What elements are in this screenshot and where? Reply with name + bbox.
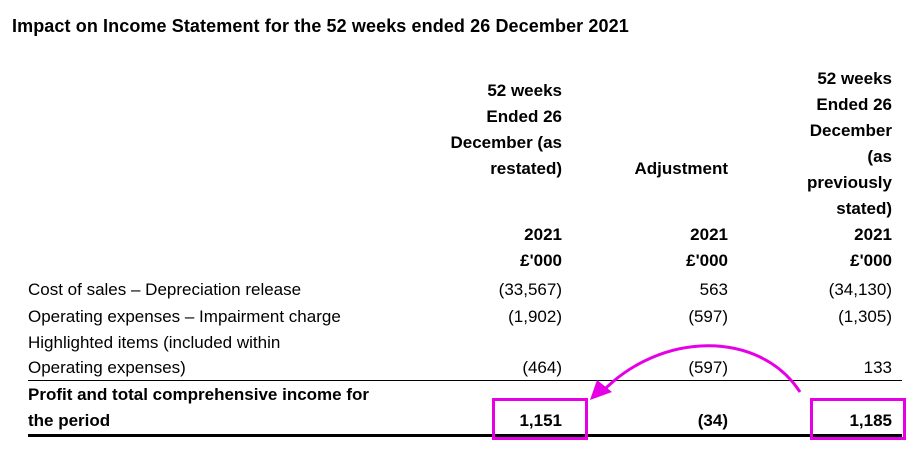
cell-value: (1,305)	[838, 307, 892, 326]
divider-bottom-total	[28, 434, 902, 437]
header-line: (as	[867, 147, 892, 166]
page-title: Impact on Income Statement for the 52 we…	[12, 16, 629, 36]
row-label-highlighted-items: Highlighted items (included within	[28, 333, 281, 352]
header-line: Ended 26	[816, 95, 892, 114]
header-line: December (as	[450, 133, 562, 152]
header-line: 52 weeks	[487, 81, 562, 100]
cell-value: 133	[863, 358, 892, 377]
column-unit-previously-stated: £'000	[850, 251, 892, 270]
highlight-box-restated	[492, 398, 588, 440]
highlight-box-previously-stated	[810, 398, 906, 440]
header-line: previously	[806, 173, 892, 192]
column-year-restated: 2021	[524, 225, 562, 244]
cell-value: (464)	[522, 358, 562, 377]
header-line: stated)	[836, 199, 892, 218]
row-label-highlighted-items-cont: Operating expenses)	[28, 358, 186, 377]
cell-value: (597)	[688, 307, 728, 326]
column-unit-adjustment: £'000	[686, 251, 728, 270]
cell-value: (1,902)	[508, 307, 562, 326]
divider-above-total	[28, 380, 902, 381]
row-label-operating-expenses: Operating expenses – Impairment charge	[28, 307, 341, 326]
header-line: Ended 26	[486, 107, 562, 126]
row-label-profit-total-cont: the period	[28, 411, 111, 430]
cell-value-total: 1,185	[849, 411, 892, 430]
column-year-adjustment: 2021	[690, 225, 728, 244]
cell-value: 563	[699, 280, 728, 299]
cell-value-total: 1,151	[519, 411, 562, 430]
cell-value: (34,130)	[828, 280, 892, 299]
column-unit-restated: £'000	[520, 251, 562, 270]
cell-value: (33,567)	[498, 280, 562, 299]
column-header-previously-stated: 52 weeks Ended 26 December (as previousl…	[772, 66, 892, 222]
header-line: Adjustment	[634, 159, 729, 178]
row-label-profit-total: Profit and total comprehensive income fo…	[28, 385, 370, 404]
column-header-restated: 52 weeks Ended 26 December (as restated)	[402, 78, 562, 182]
header-line: restated)	[490, 159, 562, 178]
column-year-previously-stated: 2021	[854, 225, 892, 244]
column-header-adjustment: Adjustment	[635, 156, 729, 182]
header-line: 52 weeks	[817, 69, 892, 88]
cell-value-total: (34)	[697, 411, 728, 430]
cell-value: (597)	[688, 358, 728, 377]
header-line: December	[809, 121, 892, 140]
row-label-cost-of-sales: Cost of sales – Depreciation release	[28, 280, 302, 299]
